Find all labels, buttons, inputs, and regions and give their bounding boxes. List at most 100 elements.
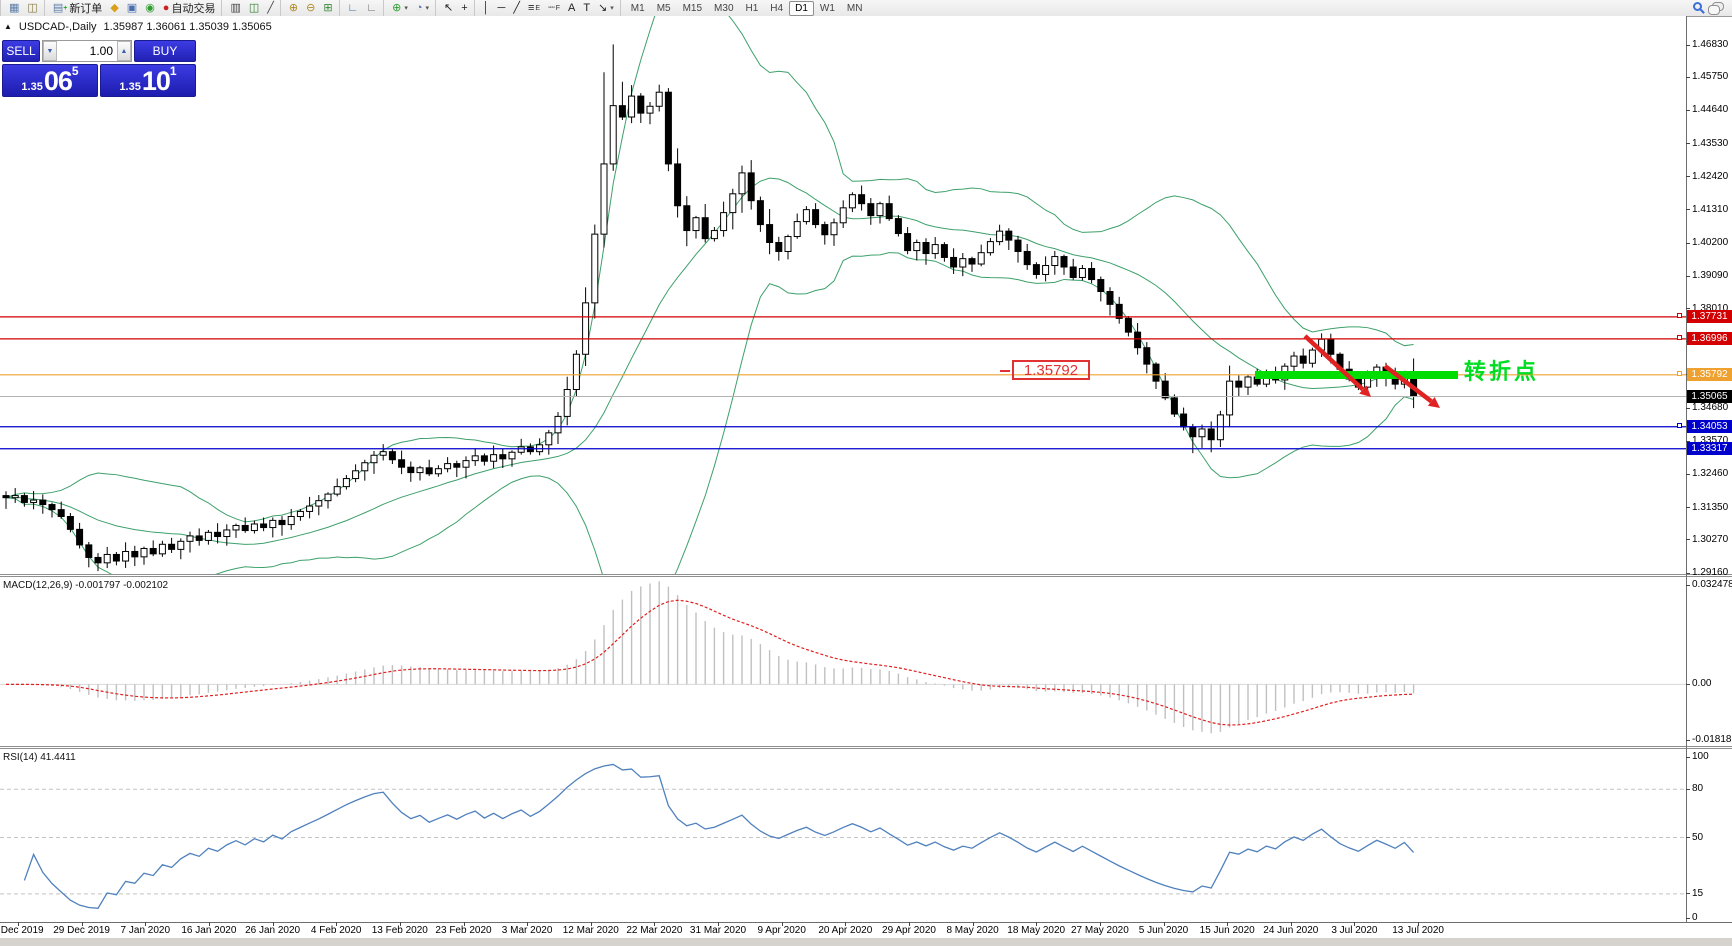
pane-resize-separator[interactable] [0,746,1732,749]
add-indicator-button[interactable]: ⊕ ▾ [392,1,408,14]
candle-body [812,209,820,226]
community-chat-icon[interactable] [1708,2,1724,15]
timeframe-m30-button[interactable]: M30 [714,2,734,14]
line-drag-handle[interactable] [1677,423,1682,429]
timeframe-m15-button[interactable]: M15 [682,2,703,14]
fibo-fan-tool-button[interactable]: ┈ F [548,1,560,14]
vertical-line-tool-button[interactable]: │ [479,1,494,16]
bar-chart-mode-button[interactable]: ▥ [226,1,244,16]
date-tick-dash [1099,922,1101,926]
new-order-label: 新订单 [69,3,103,15]
autotrading-button[interactable]: ● 自动交易 [159,1,220,16]
sell-button[interactable]: SELL [2,40,40,62]
price-label-annotation[interactable]: 1.35792 [1012,360,1090,380]
date-label: 29 Apr 2020 [882,925,936,936]
fibo-retracement-tool-button[interactable]: ≡ E [527,1,541,14]
chart-title: ▲ USDCAD-,Daily 1.35987 1.36061 1.35039 … [4,21,272,33]
timeframe-h1-button[interactable]: H1 [745,2,759,14]
pane-resize-separator[interactable] [0,574,1732,577]
candle-body [94,556,102,564]
price-tick-label: 1.33570 [1692,435,1729,447]
timeframe-h4-button[interactable]: H4 [770,2,784,14]
zoom-in-button[interactable]: ⊕ [285,1,302,16]
expert-advisors-button[interactable]: ◆ [106,1,122,16]
timeframe-m1-button[interactable]: M1 [630,2,645,14]
candle-body [848,194,856,209]
candle-body [766,224,774,244]
main-plot-bg [0,16,1686,574]
date-label: 3 Jul 2020 [1331,925,1378,936]
crosshair-tool-button[interactable]: + [457,1,471,16]
new-chart-button[interactable]: ▦ [5,1,23,16]
date-label: 13 Feb 2020 [371,925,428,936]
candle-body [296,510,304,518]
candle-body [122,550,130,562]
date-tick-dash [18,922,19,926]
line-drag-handle[interactable] [1677,335,1682,341]
main-chart-pane[interactable] [0,16,1686,574]
bar-chart-mode-icon: ▥ [230,1,241,14]
price-tick-label: 1.38010 [1692,302,1729,314]
horizontal-line-tool-button[interactable]: ─ [494,1,510,16]
search-icon[interactable] [1693,2,1702,11]
macd-signal-line [5,599,1414,726]
arrows-tool-button[interactable]: ↘ ▾ [598,1,614,14]
trend-arrow-line[interactable] [1383,364,1433,404]
candle-body [950,256,958,268]
volume-up-button[interactable]: ▲ [117,41,131,61]
timeframe-m5-button[interactable]: M5 [656,2,671,14]
candle-body [517,446,525,453]
toolbar: ▦ ◫ ▤ + 新订单 ◆ ▣ ◉ ● 自动交易 ▥ ◫ ╱ ⊕ ⊖ ⊞ ∟ ∟ ⊕ ▾ ◔ ▾ ↖ + │ ─ ╱ ≡ E ┈ F A T ↘ ▾… [0,0,1732,17]
candle-body [940,244,948,258]
candle-body [977,252,985,265]
candle-body [959,258,967,268]
candle-body [701,217,709,240]
timeframe-mn-button[interactable]: MN [846,2,863,14]
one-click-toggle-icon[interactable]: ▲ [4,22,12,31]
volume-down-button[interactable]: ▼ [43,41,57,61]
candle-body [1198,428,1206,438]
candle-body [554,415,562,434]
signals-button[interactable]: ◉ [141,1,159,16]
tile-windows-button[interactable]: ⊞ [319,1,336,16]
cursor-tool-button[interactable]: ↖ [440,1,457,16]
date-label: 26 Jan 2020 [245,925,301,936]
buy-button[interactable]: BUY [134,40,196,62]
line-drag-handle[interactable] [1677,313,1682,319]
candlestick-mode-button[interactable]: ◫ [245,1,263,16]
rsi-pane[interactable] [0,749,1686,922]
candle-body [1051,256,1059,267]
sell-price-button[interactable]: 1.35 06 5 [2,64,98,97]
candle-body [904,233,912,252]
chart-shift-button[interactable]: ∟ [362,1,381,16]
new-order-button[interactable]: ▤ + 新订单 [52,1,103,15]
candle-body [260,523,268,529]
line-chart-mode-button[interactable]: ╱ [263,1,278,16]
date-tick-dash [527,922,529,926]
auto-scroll-button[interactable]: ∟ [344,1,363,16]
period-clock-button[interactable]: ◔ ▾ [415,1,430,14]
trend-bar-annotation[interactable] [1255,371,1458,379]
text-tool-button[interactable]: A [564,1,579,16]
text-tool-icon: A [567,1,576,14]
line-drag-handle[interactable] [1677,371,1682,377]
timeframe-d1-button[interactable]: D1 [789,0,814,16]
price-tick-label: 1.34680 [1692,402,1729,413]
macd-pane[interactable] [0,577,1686,746]
candle-body [655,91,663,107]
turning-point-label[interactable]: 转折点 [1464,359,1540,384]
price-tick-label: 1.45750 [1692,71,1729,83]
buy-price-button[interactable]: 1.35 10 1 [100,64,196,97]
date-tick-dash [145,922,147,926]
terminal-window-button[interactable]: ▣ [123,1,141,16]
candle-body [913,242,921,252]
date-tick-dash [208,922,210,926]
trendline-tool-button[interactable]: ╱ [509,1,524,16]
zoom-out-button[interactable]: ⊖ [302,1,319,16]
chart-profiles-button[interactable]: ◫ [23,1,41,16]
text-label-tool-button[interactable]: T [579,1,594,16]
timeframe-w1-button[interactable]: W1 [819,2,835,14]
trend-arrow-line[interactable] [1303,334,1365,392]
volume-input[interactable] [57,41,117,61]
rsi-tick-label: 80 [1692,783,1704,795]
